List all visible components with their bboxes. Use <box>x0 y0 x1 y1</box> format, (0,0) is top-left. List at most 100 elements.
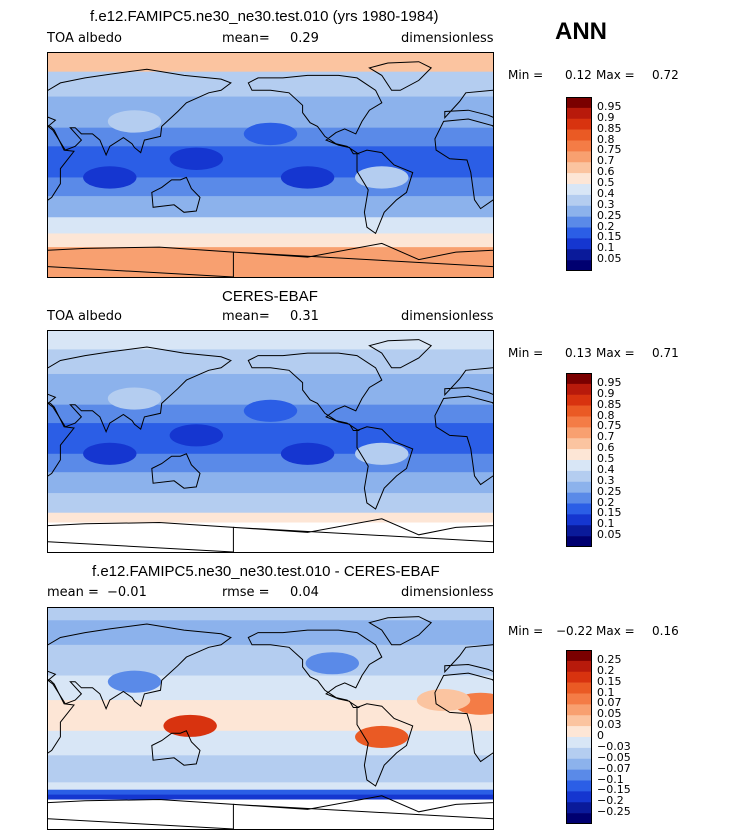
coastline <box>48 679 75 754</box>
colorbar-tick-label: −0.07 <box>597 761 631 775</box>
panel-2-min-value: 0.13 <box>565 346 592 360</box>
colorbar-tick-label: 0.1 <box>597 241 615 255</box>
colorbar-tick-label: 0.95 <box>597 375 622 389</box>
field-anomaly <box>243 399 298 422</box>
colorbar-swatch <box>566 726 592 738</box>
colorbar-tick-label: 0.9 <box>597 110 615 124</box>
panel-1-title: f.e12.FAMIPC5.ne30_ne30.test.010 (yrs 19… <box>90 8 439 25</box>
panel-1-map <box>47 52 494 278</box>
colorbar-tick-label: 0.1 <box>597 517 615 531</box>
colorbar-tick-label: 0.9 <box>597 386 615 400</box>
field-anomaly <box>169 424 224 447</box>
colorbar-swatch <box>566 514 592 526</box>
field-anomaly <box>305 652 360 675</box>
field-band <box>48 349 493 375</box>
colorbar-tick-label: 0 <box>597 729 604 742</box>
field-band <box>48 493 493 514</box>
field-band <box>48 233 493 248</box>
field-band <box>48 472 493 494</box>
field-band <box>48 247 493 277</box>
colorbar-swatch <box>566 194 592 207</box>
colorbar-swatch <box>566 373 592 385</box>
colorbar-tick-label: 0.4 <box>597 186 615 200</box>
colorbar-swatch <box>566 769 592 781</box>
coastline <box>48 125 75 201</box>
panel-3-min-value: −0.22 <box>556 624 593 638</box>
colorbar-swatch <box>566 184 592 196</box>
coastline <box>356 149 414 235</box>
colorbar-tick-label: 0.15 <box>597 506 622 520</box>
coastline <box>151 730 201 766</box>
coastline <box>434 672 493 763</box>
panel-3-max-value: 0.16 <box>652 624 679 638</box>
colorbar-swatch <box>566 438 592 450</box>
colorbar-tick-label: 0.05 <box>597 707 622 721</box>
colorbar-swatch <box>566 671 592 683</box>
panel-2-min-label: Min = <box>508 346 544 360</box>
colorbar-tick-label: 0.07 <box>597 696 622 710</box>
field-band <box>48 789 493 796</box>
colorbar-tick-label: 0.25 <box>597 652 622 666</box>
colorbar-swatch <box>566 682 592 694</box>
colorbar-tick-label: 0.5 <box>597 452 615 465</box>
panel-2-mean-label: mean= <box>222 309 270 324</box>
colorbar-swatch <box>566 151 592 163</box>
field-band <box>48 644 493 677</box>
colorbar-tick-label: 0.25 <box>597 208 622 222</box>
coastline <box>151 176 201 213</box>
panel-1-max-value: 0.72 <box>652 68 679 82</box>
colorbar-swatch <box>566 737 592 749</box>
panel-3-min-label: Min = <box>508 624 544 638</box>
colorbar-tick-label: 0.3 <box>597 197 615 211</box>
colorbar-tick-label: 0.15 <box>597 230 622 244</box>
panel-2-mean-value: 0.31 <box>290 309 319 324</box>
colorbar-tick-label: 0.4 <box>597 462 615 476</box>
colorbar-swatch <box>566 802 592 814</box>
coastline <box>368 616 433 646</box>
season-label: ANN <box>555 18 607 45</box>
panel-2-variable-label: TOA albedo <box>47 309 123 324</box>
panel-2-map <box>47 330 494 553</box>
panel-3-max-label: Max = <box>596 624 635 638</box>
colorbar-tick-label: 0.85 <box>597 397 622 411</box>
colorbar-swatch <box>566 140 592 152</box>
colorbar-swatch <box>566 780 592 792</box>
field-band <box>48 196 493 218</box>
colorbar-swatch <box>566 394 592 406</box>
panel-1-max-label: Max = <box>596 68 635 82</box>
colorbar-border <box>566 97 592 271</box>
colorbar-border <box>566 373 592 547</box>
colorbar-swatch <box>566 525 592 537</box>
panel-1-variable-label: TOA albedo <box>47 31 123 46</box>
colorbar-swatch <box>566 405 592 417</box>
colorbar-swatch <box>566 173 592 185</box>
coastline <box>233 518 493 543</box>
colorbar-tick-label: 0.8 <box>597 132 615 146</box>
panel-3-rmse-value: 0.04 <box>290 585 319 600</box>
field-anomaly <box>83 166 137 189</box>
coastline <box>368 339 433 369</box>
colorbar-swatch <box>566 118 592 130</box>
colorbar-tick-label: 0.03 <box>597 718 622 732</box>
colorbar-swatch <box>566 470 592 483</box>
colorbar-tick-label: 0.6 <box>597 441 615 455</box>
panel-3-mean-label: mean = <box>47 585 99 600</box>
coastline <box>48 68 232 157</box>
field-band <box>48 331 493 350</box>
colorbar-tick-label: 0.7 <box>597 154 615 168</box>
colorbar-tick-label: −0.25 <box>597 805 631 819</box>
panel-1-colorbar: 0.95 0.9 0.85 0.8 0.75 0.7 0.6 0.5 0.4 0.3 0.25 0.2… <box>566 97 622 271</box>
colorbar-swatch <box>566 216 592 228</box>
colorbar-swatch <box>566 460 592 472</box>
colorbar-tick-label: 0.15 <box>597 674 622 688</box>
colorbar-tick-label: 0.3 <box>597 473 615 487</box>
colorbar-swatch <box>566 758 592 770</box>
colorbar-swatch <box>566 813 592 824</box>
field-anomaly <box>243 122 298 146</box>
coastline <box>434 395 493 486</box>
colorbar-tick-label: −0.15 <box>597 783 631 797</box>
field-band <box>48 71 493 98</box>
colorbar-tick-label: 0.7 <box>597 430 615 444</box>
colorbar-swatch <box>566 650 592 662</box>
colorbar-swatch <box>566 107 592 120</box>
